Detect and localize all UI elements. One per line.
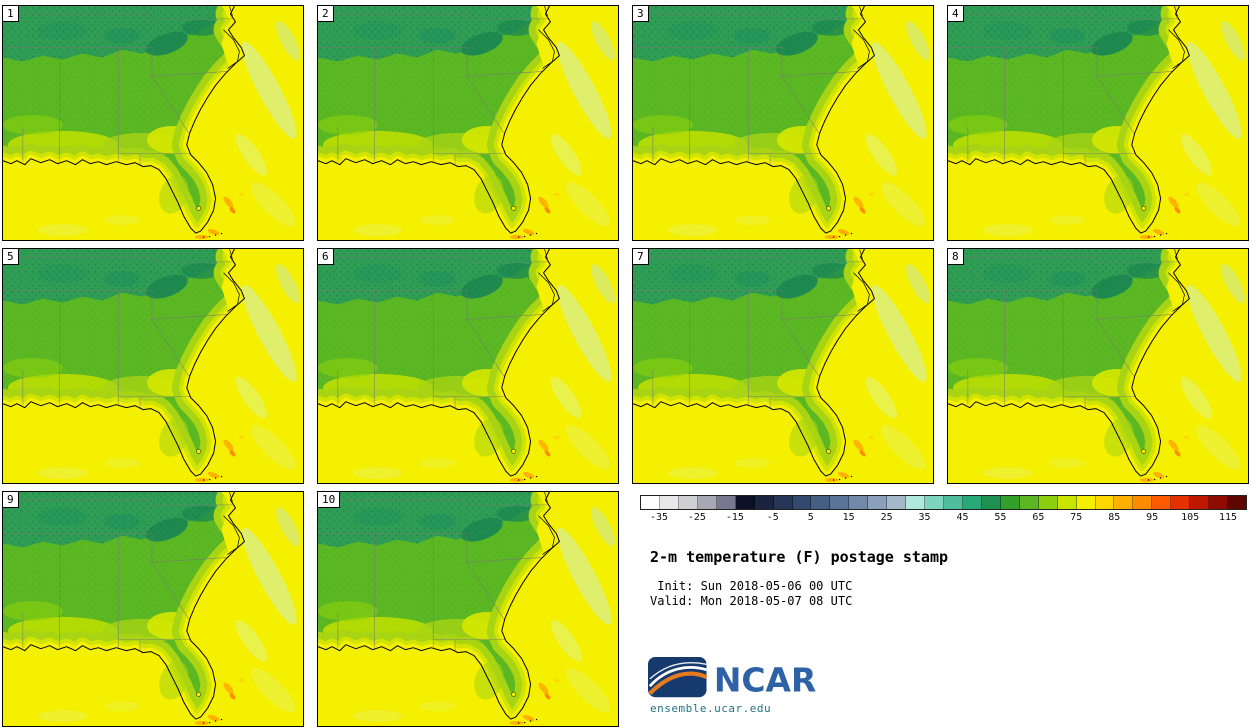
ensemble-member-panel: 10 [317,491,619,727]
colorbar-tick-label: 55 [994,512,1007,523]
branding: NCAR ensemble.ucar.edu [648,655,1247,715]
colorbar-segment [1209,496,1229,509]
colorbar-segment [1114,496,1134,509]
colorbar-segment [944,496,963,509]
ensemble-member-panel: 1 [2,5,304,241]
colorbar-tick-label: 5 [807,512,814,523]
colorbar-segment [1152,496,1172,509]
colorbar-tick-label: -15 [725,512,744,523]
colorbar-tick-label: 85 [1108,512,1121,523]
colorbar-tick-label: 15 [842,512,855,523]
temperature-map [318,492,618,726]
plot-title: 2-m temperature (F) postage stamp [650,548,949,566]
colorbar-tick-label: -35 [649,512,668,523]
ensemble-member-panel: 6 [317,248,619,484]
colorbar-segment [962,496,982,509]
colorbar-ticks: -35 -25 -15 -5 5 15 25 35 45 55 65 75 85 95 105 115 [640,510,1247,524]
colorbar-segment [1057,496,1077,509]
colorbar-segment [1000,496,1020,509]
colorbar-tick-label: 35 [918,512,931,523]
colorbar-tick-label: 75 [1070,512,1083,523]
member-number-label: 7 [632,248,649,265]
ncar-logo-text: NCAR [714,661,817,700]
member-number-label: 2 [317,5,334,22]
colorbar-segment [1019,496,1039,509]
colorbar-segment [792,496,812,509]
colorbar-segment [906,496,926,509]
legend-info-block: -35 -25 -15 -5 5 15 25 35 45 55 65 75 85 95 105 115 2-m… [632,491,1249,727]
colorbar-segment [925,496,944,509]
ncar-logo-orange-arc [648,671,708,696]
colorbar-segment [887,496,907,509]
colorbar-tick-label: -25 [687,512,706,523]
colorbar-segment [1228,496,1246,509]
temperature-map [3,249,303,483]
colorbar-segment [981,496,1001,509]
member-number-label: 5 [2,248,19,265]
temperature-map [3,6,303,240]
colorbar-tick-label: 115 [1219,512,1238,523]
temperature-map [948,249,1248,483]
member-number-label: 8 [947,248,964,265]
colorbar-segment [849,496,869,509]
colorbar-segment [716,496,736,509]
colorbar-tick-label: -5 [766,512,779,523]
temperature-map [633,6,933,240]
ensemble-member-panel: 4 [947,5,1249,241]
member-number-label: 6 [317,248,334,265]
colorbar-segment [830,496,850,509]
ensemble-member-panel: 7 [632,248,934,484]
valid-time: Valid: Mon 2018-05-07 08 UTC [650,594,853,608]
ensemble-member-panel: 2 [317,5,619,241]
colorbar-segment [1133,496,1153,509]
colorbar-segment [678,496,698,509]
ensemble-member-panel: 9 [2,491,304,727]
colorbar-segment [1095,496,1115,509]
temperature-map [948,6,1248,240]
colorbar-segment [754,496,774,509]
colorbar-segment [1171,496,1191,509]
ensemble-member-panel: 3 [632,5,934,241]
ensemble-member-panel: 5 [2,248,304,484]
colorbar-segment [697,496,717,509]
member-number-label: 3 [632,5,649,22]
colorbar-tick-label: 105 [1181,512,1200,523]
member-number-label: 9 [2,491,19,508]
ensemble-member-panel: 8 [947,248,1249,484]
colorbar-segment [1076,496,1096,509]
colorbar-segment [641,496,660,509]
colorbar-segment [1190,496,1210,509]
colorbar-segment [811,496,831,509]
init-time: Init: Sun 2018-05-06 00 UTC [650,579,853,593]
member-number-label: 10 [317,491,341,508]
colorbar-segment [1038,496,1058,509]
colorbar-tick-label: 25 [880,512,893,523]
temperature-map [633,249,933,483]
colorbar-tick-label: 65 [1032,512,1045,523]
colorbar-segment [735,496,755,509]
colorbar-tick-label: 95 [1146,512,1159,523]
temperature-map [318,249,618,483]
colorbar-segment [659,496,679,509]
colorbar-segments [640,495,1247,510]
temperature-map [3,492,303,726]
footer-url: ensemble.ucar.edu [650,702,772,715]
member-number-label: 1 [2,5,19,22]
ncar-logo: NCAR [648,656,817,700]
temperature-map [318,6,618,240]
member-number-label: 4 [947,5,964,22]
colorbar-segment [773,496,793,509]
colorbar-tick-label: 45 [956,512,969,523]
colorbar-segment [868,496,888,509]
